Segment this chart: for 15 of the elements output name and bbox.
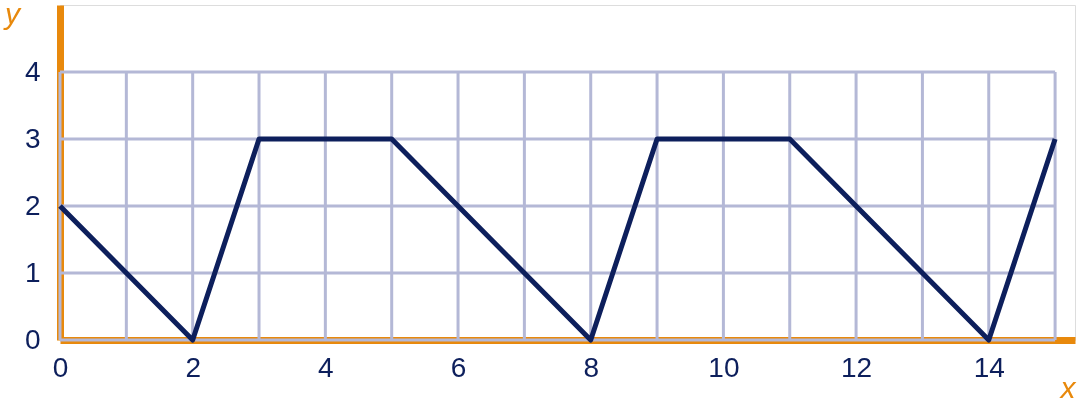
x-tick-label: 12 [841, 351, 873, 383]
y-tick-label: 4 [24, 55, 41, 87]
y-tick-label: 0 [24, 323, 41, 355]
x-axis-title: x [1058, 370, 1077, 404]
x-tick-label: 0 [52, 351, 69, 383]
x-tick-label: 10 [708, 351, 740, 383]
y-tick-label: 1 [24, 256, 41, 288]
y-axis-title: y [3, 0, 22, 30]
x-tick-label: 2 [185, 351, 201, 383]
y-tick-label: 3 [24, 122, 41, 154]
x-tick-label: 4 [318, 351, 334, 383]
x-tick-label: 8 [583, 351, 600, 383]
x-tick-label: 14 [973, 351, 1005, 383]
y-tick-label: 2 [24, 189, 41, 221]
x-tick-label: 6 [450, 351, 467, 383]
